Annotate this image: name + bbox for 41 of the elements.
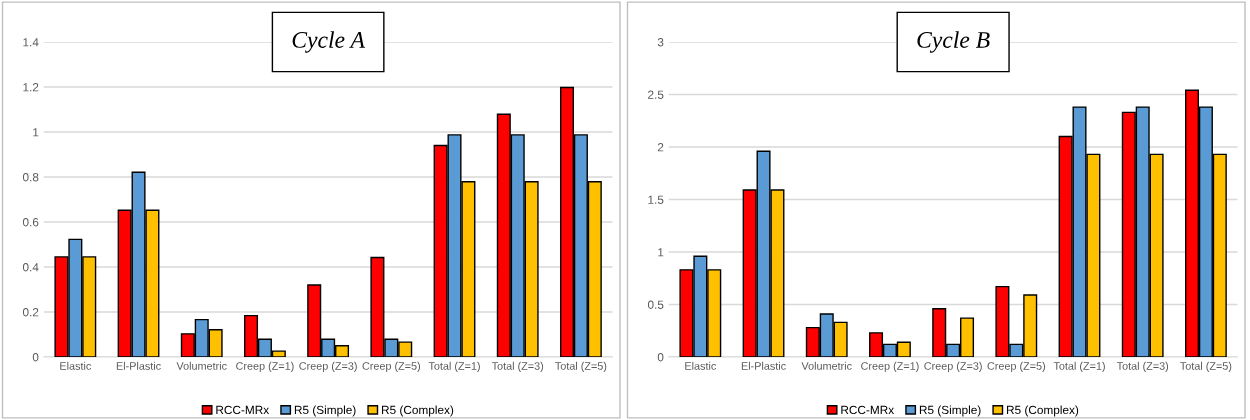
x-tick-label: El-Plastic bbox=[741, 361, 786, 370]
x-tick-label: Total (Z=3) bbox=[1116, 361, 1169, 372]
legend-label: R5 (Simple) bbox=[919, 405, 981, 417]
y-tick-label: 1.5 bbox=[648, 195, 664, 204]
x-tick-label: Total (Z=1) bbox=[1053, 361, 1105, 372]
x-tick-label: Total (Z=1) bbox=[428, 361, 480, 372]
chart-title: Cycle B bbox=[917, 31, 990, 53]
y-tick-label: 2.5 bbox=[648, 90, 664, 99]
y-tick-label: 0 bbox=[32, 353, 39, 362]
y-tick-label: 0.6 bbox=[22, 218, 39, 227]
x-tick-label: Creep (Z=1) bbox=[861, 361, 919, 372]
x-tick-label: Creep (Z=5) bbox=[362, 361, 420, 372]
x-tick-label: Elastic bbox=[685, 361, 717, 370]
y-tick-label: 3 bbox=[657, 38, 664, 47]
legend-label: RCC-MRx bbox=[841, 405, 895, 415]
x-tick-label: Creep (Z=3) bbox=[299, 361, 357, 372]
legend-label: R5 (Simple) bbox=[294, 405, 356, 417]
legend-label: R5 (Complex) bbox=[382, 405, 454, 417]
x-tick-label: Total (Z=3) bbox=[491, 361, 544, 372]
x-tick-label: Total (Z=5) bbox=[1180, 361, 1232, 372]
y-tick-label: 0.2 bbox=[22, 308, 39, 317]
y-tick-label: 0.4 bbox=[22, 263, 39, 272]
y-tick-label: 1 bbox=[658, 248, 664, 257]
x-tick-label: Volumetric bbox=[176, 361, 227, 370]
x-tick-label: Creep (Z=5) bbox=[987, 361, 1045, 372]
y-tick-label: 0.8 bbox=[22, 173, 39, 182]
legend-label: RCC-MRx bbox=[216, 405, 270, 415]
y-tick-label: 0 bbox=[657, 353, 664, 362]
y-tick-label: 1 bbox=[33, 128, 39, 137]
x-tick-label: Elastic bbox=[60, 361, 92, 370]
y-tick-label: 1.2 bbox=[23, 83, 39, 92]
x-tick-label: El-Plastic bbox=[116, 361, 161, 370]
chart-title: Cycle A bbox=[292, 31, 366, 53]
x-tick-label: Creep (Z=3) bbox=[924, 361, 982, 372]
x-tick-label: Creep (Z=1) bbox=[236, 361, 294, 372]
y-tick-label: 0.5 bbox=[647, 300, 664, 309]
x-tick-label: Volumetric bbox=[801, 361, 852, 370]
y-tick-label: 2 bbox=[657, 143, 664, 152]
y-tick-label: 1.4 bbox=[23, 38, 39, 47]
x-tick-label: Total (Z=5) bbox=[555, 361, 607, 372]
legend-label: R5 (Complex) bbox=[1007, 405, 1079, 417]
